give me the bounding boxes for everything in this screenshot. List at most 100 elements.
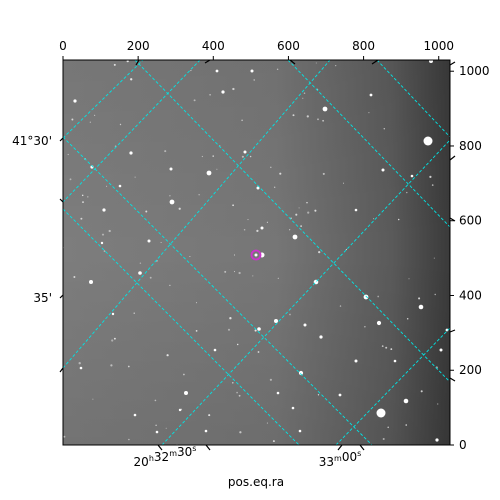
faint-star xyxy=(134,176,136,178)
faint-star xyxy=(269,378,272,381)
star xyxy=(89,280,93,284)
faint-star xyxy=(169,284,171,286)
star xyxy=(100,241,104,245)
faint-star xyxy=(233,271,236,273)
star xyxy=(79,366,83,370)
star xyxy=(243,150,247,154)
plot-area xyxy=(59,59,456,451)
faint-star xyxy=(431,184,434,186)
star xyxy=(118,184,122,188)
faint-star xyxy=(238,271,241,275)
faint-star xyxy=(382,437,385,441)
wcs-tick-mark xyxy=(289,59,296,65)
faint-star xyxy=(224,270,227,273)
top-tick-label: 200 xyxy=(127,39,150,53)
faint-star xyxy=(322,119,324,122)
faint-star xyxy=(290,217,292,219)
grid-line xyxy=(134,60,450,383)
star xyxy=(369,93,373,97)
faint-star xyxy=(108,229,111,233)
faint-star xyxy=(92,398,94,400)
faint-star xyxy=(67,153,69,156)
faint-star xyxy=(317,118,319,121)
star xyxy=(250,69,254,73)
star xyxy=(376,408,386,418)
faint-star xyxy=(387,426,389,429)
star xyxy=(423,136,433,146)
faint-star xyxy=(231,381,234,384)
faint-star xyxy=(307,211,310,214)
wcs-tick-mark xyxy=(59,137,64,142)
faint-star xyxy=(127,365,130,368)
faint-star xyxy=(154,399,157,402)
faint-star xyxy=(89,121,91,123)
wcs-tick-mark xyxy=(205,444,211,451)
faint-star xyxy=(166,354,169,357)
wcs-tick-mark xyxy=(135,59,140,66)
faint-star xyxy=(342,182,345,184)
faint-star xyxy=(149,276,152,279)
top-tick-label: 800 xyxy=(352,39,375,53)
dec-tick-label: 35' xyxy=(33,291,52,305)
faint-star xyxy=(236,391,238,394)
x-axis-title: pos.eq.ra xyxy=(228,475,284,489)
faint-star xyxy=(420,390,423,393)
faint-star xyxy=(256,229,259,233)
wcs-tick-mark xyxy=(449,329,456,333)
faint-star xyxy=(429,175,432,179)
star xyxy=(418,304,424,310)
faint-star xyxy=(113,337,116,340)
faint-star xyxy=(303,92,306,94)
faint-star xyxy=(169,195,171,197)
faint-star xyxy=(193,99,196,102)
faint-star xyxy=(229,317,232,320)
wcs-tick-mark xyxy=(157,444,163,451)
faint-star xyxy=(381,345,384,347)
star xyxy=(403,398,409,404)
faint-star xyxy=(195,330,198,332)
star xyxy=(354,359,358,363)
top-pixel-axis: 0 200 400 600 800 1000 xyxy=(59,39,454,60)
faint-star xyxy=(94,114,96,116)
target-marker xyxy=(250,249,262,261)
faint-star xyxy=(145,210,148,213)
star xyxy=(393,359,397,363)
grid-line xyxy=(63,60,201,203)
faint-star xyxy=(69,178,72,181)
faint-star xyxy=(103,250,106,252)
faint-star xyxy=(71,118,74,121)
star xyxy=(138,271,142,275)
faint-star xyxy=(80,217,83,220)
faint-star xyxy=(397,218,400,221)
grid-line xyxy=(63,208,300,445)
top-tick-label: 600 xyxy=(277,39,300,53)
faint-star xyxy=(183,373,185,376)
wcs-tick-mark xyxy=(359,444,365,451)
faint-star xyxy=(373,218,375,220)
right-pixel-axis: 0 200 400 600 800 1000 xyxy=(450,64,490,452)
right-tick-label: 200 xyxy=(459,363,482,377)
top-tick-label: 400 xyxy=(202,39,225,53)
faint-star xyxy=(160,241,162,244)
right-tick-label: 800 xyxy=(459,139,482,153)
faint-star xyxy=(277,277,279,279)
faint-star xyxy=(180,408,183,411)
faint-star xyxy=(189,255,191,258)
star xyxy=(322,106,328,112)
faint-star xyxy=(119,123,122,126)
grid-line xyxy=(335,327,450,445)
wcs-tick-mark xyxy=(59,367,64,373)
faint-star xyxy=(266,221,268,223)
star xyxy=(129,151,133,155)
faint-star xyxy=(335,65,337,67)
star xyxy=(410,174,414,178)
faint-star xyxy=(130,78,133,81)
faint-star xyxy=(433,257,435,259)
wcs-tick-mark xyxy=(204,59,211,64)
faint-star xyxy=(247,219,249,221)
faint-star xyxy=(405,424,407,426)
star xyxy=(221,90,225,94)
faint-star xyxy=(236,343,239,346)
star xyxy=(215,69,219,73)
